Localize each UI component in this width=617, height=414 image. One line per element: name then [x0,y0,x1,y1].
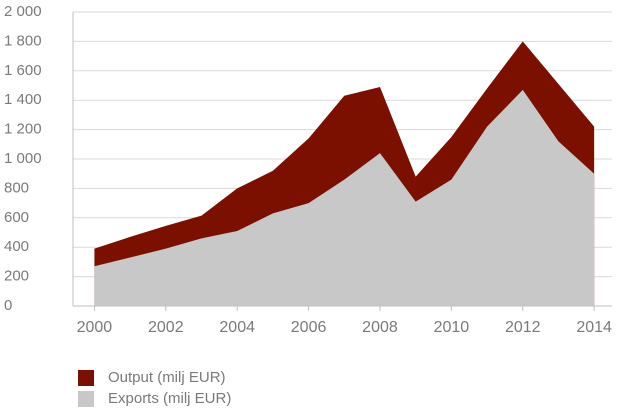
area [94,89,595,306]
x-tick-label: 2006 [291,319,327,336]
x-tick-label: 2012 [505,319,541,336]
y-tick-label: 200 [4,268,29,285]
legend-label: Exports (milj EUR) [108,390,231,407]
x-tick-label: 2004 [219,319,255,336]
y-tick-label: 600 [4,209,29,226]
legend-label: Output (milj EUR) [108,369,226,386]
legend-swatch [78,370,94,386]
x-tick-label: 2000 [77,319,113,336]
y-tick-label: 1 400 [4,91,42,108]
x-tick-label: 2008 [362,319,398,336]
x-tick-label: 2010 [434,319,470,336]
y-tick-label: 0 [4,297,12,314]
y-tick-label: 800 [4,179,29,196]
y-tick-label: 1 800 [4,32,42,49]
x-tick-label: 2014 [576,319,612,336]
x-tick-label: 2002 [148,319,184,336]
y-tick-label: 1 000 [4,150,42,167]
y-tick-label: 1 600 [4,62,42,79]
y-tick-label: 1 200 [4,121,42,138]
y-tick-label: 2 000 [4,3,42,20]
y-tick-label: 400 [4,238,29,255]
legend-swatch [78,391,94,407]
